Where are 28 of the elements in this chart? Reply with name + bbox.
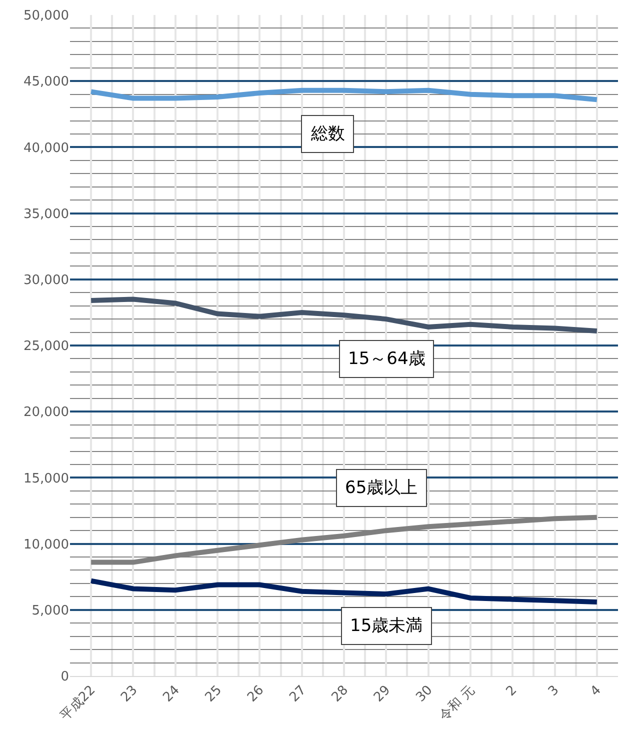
x-tick-label: 27 <box>286 682 310 706</box>
series-label: 15～64歳 <box>348 349 426 369</box>
series-label: 65歳以上 <box>345 478 418 498</box>
x-tick-label: 令和 元 <box>436 682 478 724</box>
x-tick-label: 23 <box>118 682 141 706</box>
x-tick-label: 25 <box>202 682 225 706</box>
x-tick-label: 29 <box>371 682 394 706</box>
y-tick-label: 50,000 <box>24 8 69 24</box>
y-tick-label: 35,000 <box>24 206 69 222</box>
x-tick-label: 24 <box>160 682 183 706</box>
x-tick-label: 28 <box>329 682 352 706</box>
series-label: 15歳未満 <box>350 616 423 636</box>
series-label: 総数 <box>310 124 345 144</box>
y-tick-label: 30,000 <box>24 272 69 288</box>
y-tick-label: 15,000 <box>24 471 69 486</box>
x-tick-label: 3 <box>546 682 562 700</box>
x-tick-label: 平成22 <box>58 682 99 724</box>
x-tick-label: 4 <box>588 682 604 700</box>
y-tick-label: 10,000 <box>24 537 69 552</box>
x-tick-label: 30 <box>413 682 436 706</box>
y-tick-label: 45,000 <box>24 74 69 90</box>
y-tick-label: 0 <box>60 670 69 685</box>
x-tick-label: 26 <box>244 682 268 706</box>
y-tick-label: 40,000 <box>24 140 69 156</box>
y-tick-label: 5,000 <box>32 603 69 618</box>
x-tick-label: 2 <box>504 682 520 700</box>
y-tick-label: 20,000 <box>24 405 69 420</box>
y-tick-label: 25,000 <box>24 339 69 354</box>
